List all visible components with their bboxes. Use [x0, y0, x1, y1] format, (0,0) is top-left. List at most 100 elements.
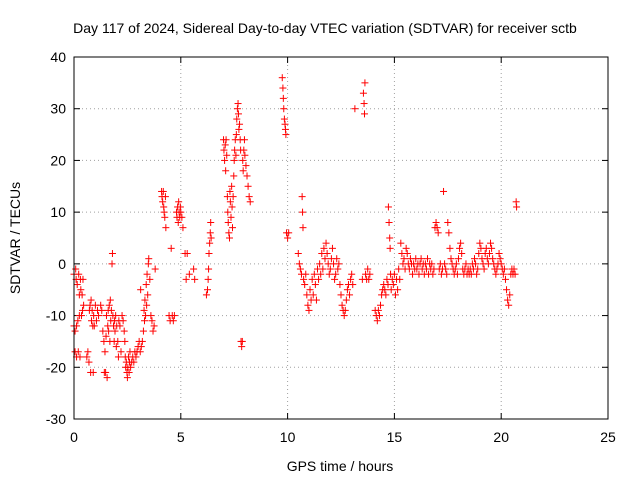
data-point: [148, 317, 156, 325]
x-tick-label: 25: [600, 429, 616, 445]
data-point: [397, 239, 405, 247]
chart-title: Day 117 of 2024, Sidereal Day-to-day VTE…: [73, 20, 577, 36]
data-point: [226, 187, 234, 195]
data-point: [440, 187, 448, 195]
data-point: [114, 353, 122, 361]
data-point: [205, 250, 213, 258]
data-point: [220, 146, 228, 154]
data-point: [334, 265, 342, 273]
data-point: [233, 115, 241, 123]
data-point: [325, 270, 333, 278]
data-point: [229, 193, 237, 201]
data-point: [139, 327, 147, 335]
data-point: [333, 255, 341, 263]
data-point: [236, 120, 244, 128]
data-point: [476, 239, 484, 247]
data-point: [279, 94, 287, 102]
x-tick-label: 10: [280, 429, 296, 445]
data-point: [127, 363, 135, 371]
data-point: [228, 203, 236, 211]
data-point: [456, 244, 464, 252]
data-point: [182, 275, 190, 283]
x-tick-label: 5: [177, 429, 185, 445]
data-point: [100, 337, 108, 345]
data-point: [140, 306, 148, 314]
data-point: [137, 343, 145, 351]
data-point: [382, 291, 390, 299]
y-axis-label: SDTVAR / TECUs: [7, 182, 23, 294]
data-point: [284, 234, 292, 242]
data-point: [191, 275, 199, 283]
data-point: [239, 167, 247, 175]
data-point: [480, 265, 488, 273]
data-point: [451, 265, 459, 273]
data-point: [443, 270, 451, 278]
data-point: [221, 156, 229, 164]
data-point: [452, 260, 460, 268]
data-point: [360, 100, 368, 108]
data-point: [511, 270, 519, 278]
data-point: [316, 260, 324, 268]
y-tick-label: 0: [58, 256, 66, 272]
data-point: [141, 296, 149, 304]
data-point: [179, 224, 187, 232]
data-point: [332, 270, 340, 278]
data-point: [225, 229, 233, 237]
data-point: [147, 312, 155, 320]
data-point: [112, 343, 120, 351]
data-point: [384, 203, 392, 211]
data-point: [74, 348, 82, 356]
data-point: [346, 291, 354, 299]
data-point: [402, 244, 410, 252]
data-point: [118, 312, 126, 320]
data-point: [151, 265, 159, 273]
data-point: [202, 291, 210, 299]
data-point: [239, 156, 247, 164]
data-points: [70, 74, 521, 382]
data-point: [326, 265, 334, 273]
data-point: [162, 224, 170, 232]
data-point: [159, 198, 167, 206]
data-point: [308, 275, 316, 283]
data-point: [226, 234, 234, 242]
data-point: [138, 337, 146, 345]
data-point: [170, 312, 178, 320]
data-point: [185, 270, 193, 278]
data-point: [280, 105, 288, 113]
data-point: [132, 353, 140, 361]
data-point: [240, 136, 248, 144]
data-point: [206, 229, 214, 237]
data-point: [505, 301, 513, 309]
data-point: [488, 244, 496, 252]
data-point: [349, 281, 357, 289]
data-point: [146, 275, 154, 283]
data-point: [111, 327, 119, 335]
data-point: [321, 255, 329, 263]
data-point: [87, 296, 95, 304]
data-point: [228, 182, 236, 190]
data-point: [116, 322, 124, 330]
data-point: [228, 224, 236, 232]
y-tick-label: 30: [50, 101, 66, 117]
data-point: [101, 348, 109, 356]
data-point: [242, 162, 250, 170]
data-point: [485, 250, 493, 258]
data-point: [140, 317, 148, 325]
data-point: [231, 146, 239, 154]
data-point: [473, 270, 481, 278]
data-point: [322, 239, 330, 247]
data-point: [123, 374, 131, 382]
data-point: [501, 275, 509, 283]
data-point: [84, 348, 92, 356]
plot-frame: [73, 56, 609, 420]
data-point: [119, 317, 127, 325]
data-point: [106, 296, 114, 304]
data-point: [462, 260, 470, 268]
data-point: [323, 250, 331, 258]
data-point: [434, 229, 442, 237]
data-point: [279, 84, 287, 92]
data-point: [207, 218, 215, 226]
data-point: [300, 275, 308, 283]
data-point: [394, 286, 402, 294]
